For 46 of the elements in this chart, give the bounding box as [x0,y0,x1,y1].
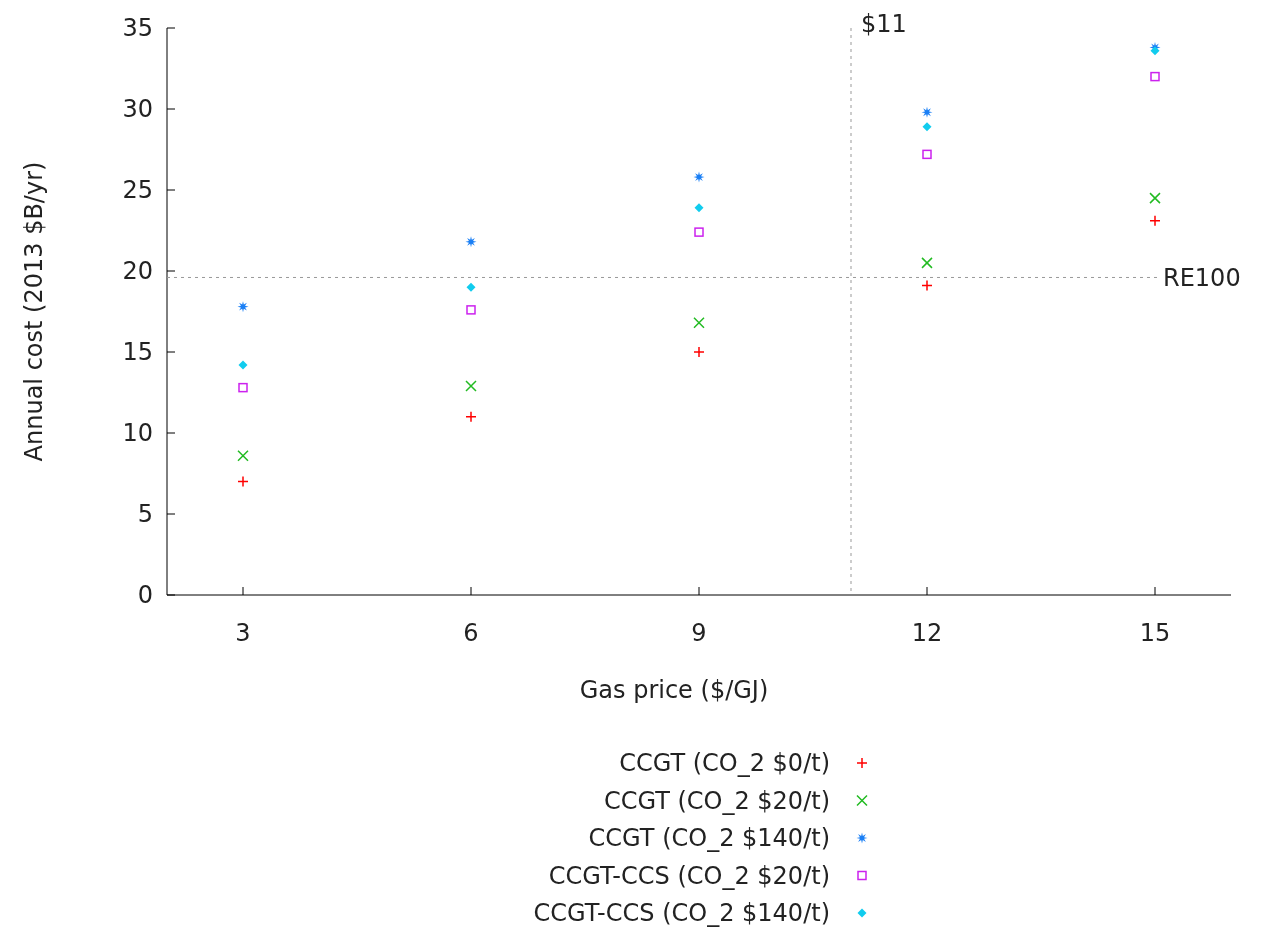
point [921,106,933,118]
ref-line-label: $11 [861,10,907,38]
point [922,149,932,160]
x-tick-label: 3 [235,619,251,647]
point [237,449,249,462]
point [237,475,249,488]
y-tick-label: 35 [122,14,153,43]
point [1149,192,1161,204]
ref-line-label: RE100 [1163,263,1241,292]
y-tick-label: 25 [122,176,153,205]
y-axis-title: Annual cost (2013 $B/yr) [20,161,48,462]
y-tick-label: 20 [122,257,153,286]
legend-label: CCGT-CCS (CO_2 $140/t) [533,899,830,928]
point [238,360,248,370]
point [694,227,704,237]
point [1149,215,1161,227]
point [693,346,705,358]
y-tick-label: 10 [122,419,153,448]
legend-label: CCGT (CO_2 $140/t) [588,824,830,853]
x-tick-label: 6 [463,619,479,647]
point [694,203,704,213]
point [238,382,248,393]
point [921,279,933,292]
point [237,301,249,313]
y-tick-label: 5 [137,500,153,529]
point [465,411,477,423]
x-tick-label: 9 [691,619,707,647]
legend-label: CCGT (CO_2 $20/t) [603,786,830,815]
legend-label: CCGT-CCS (CO_2 $20/t) [548,861,830,890]
point [465,380,477,392]
x-axis-title: Gas price ($/GJ) [579,676,769,704]
point [1150,71,1160,82]
point [921,257,933,269]
legend-label: CCGT (CO_2 $0/t) [619,749,830,778]
y-tick-label: 0 [137,581,153,610]
x-tick-label: 15 [1139,619,1171,647]
y-tick-label: 30 [122,95,153,124]
point [466,305,476,315]
point [1150,46,1160,56]
point [693,317,705,329]
y-tick-label: 15 [122,338,153,367]
point [466,282,476,292]
point [465,236,477,248]
x-tick-label: 12 [911,619,943,647]
point [922,122,932,132]
point [693,171,705,183]
